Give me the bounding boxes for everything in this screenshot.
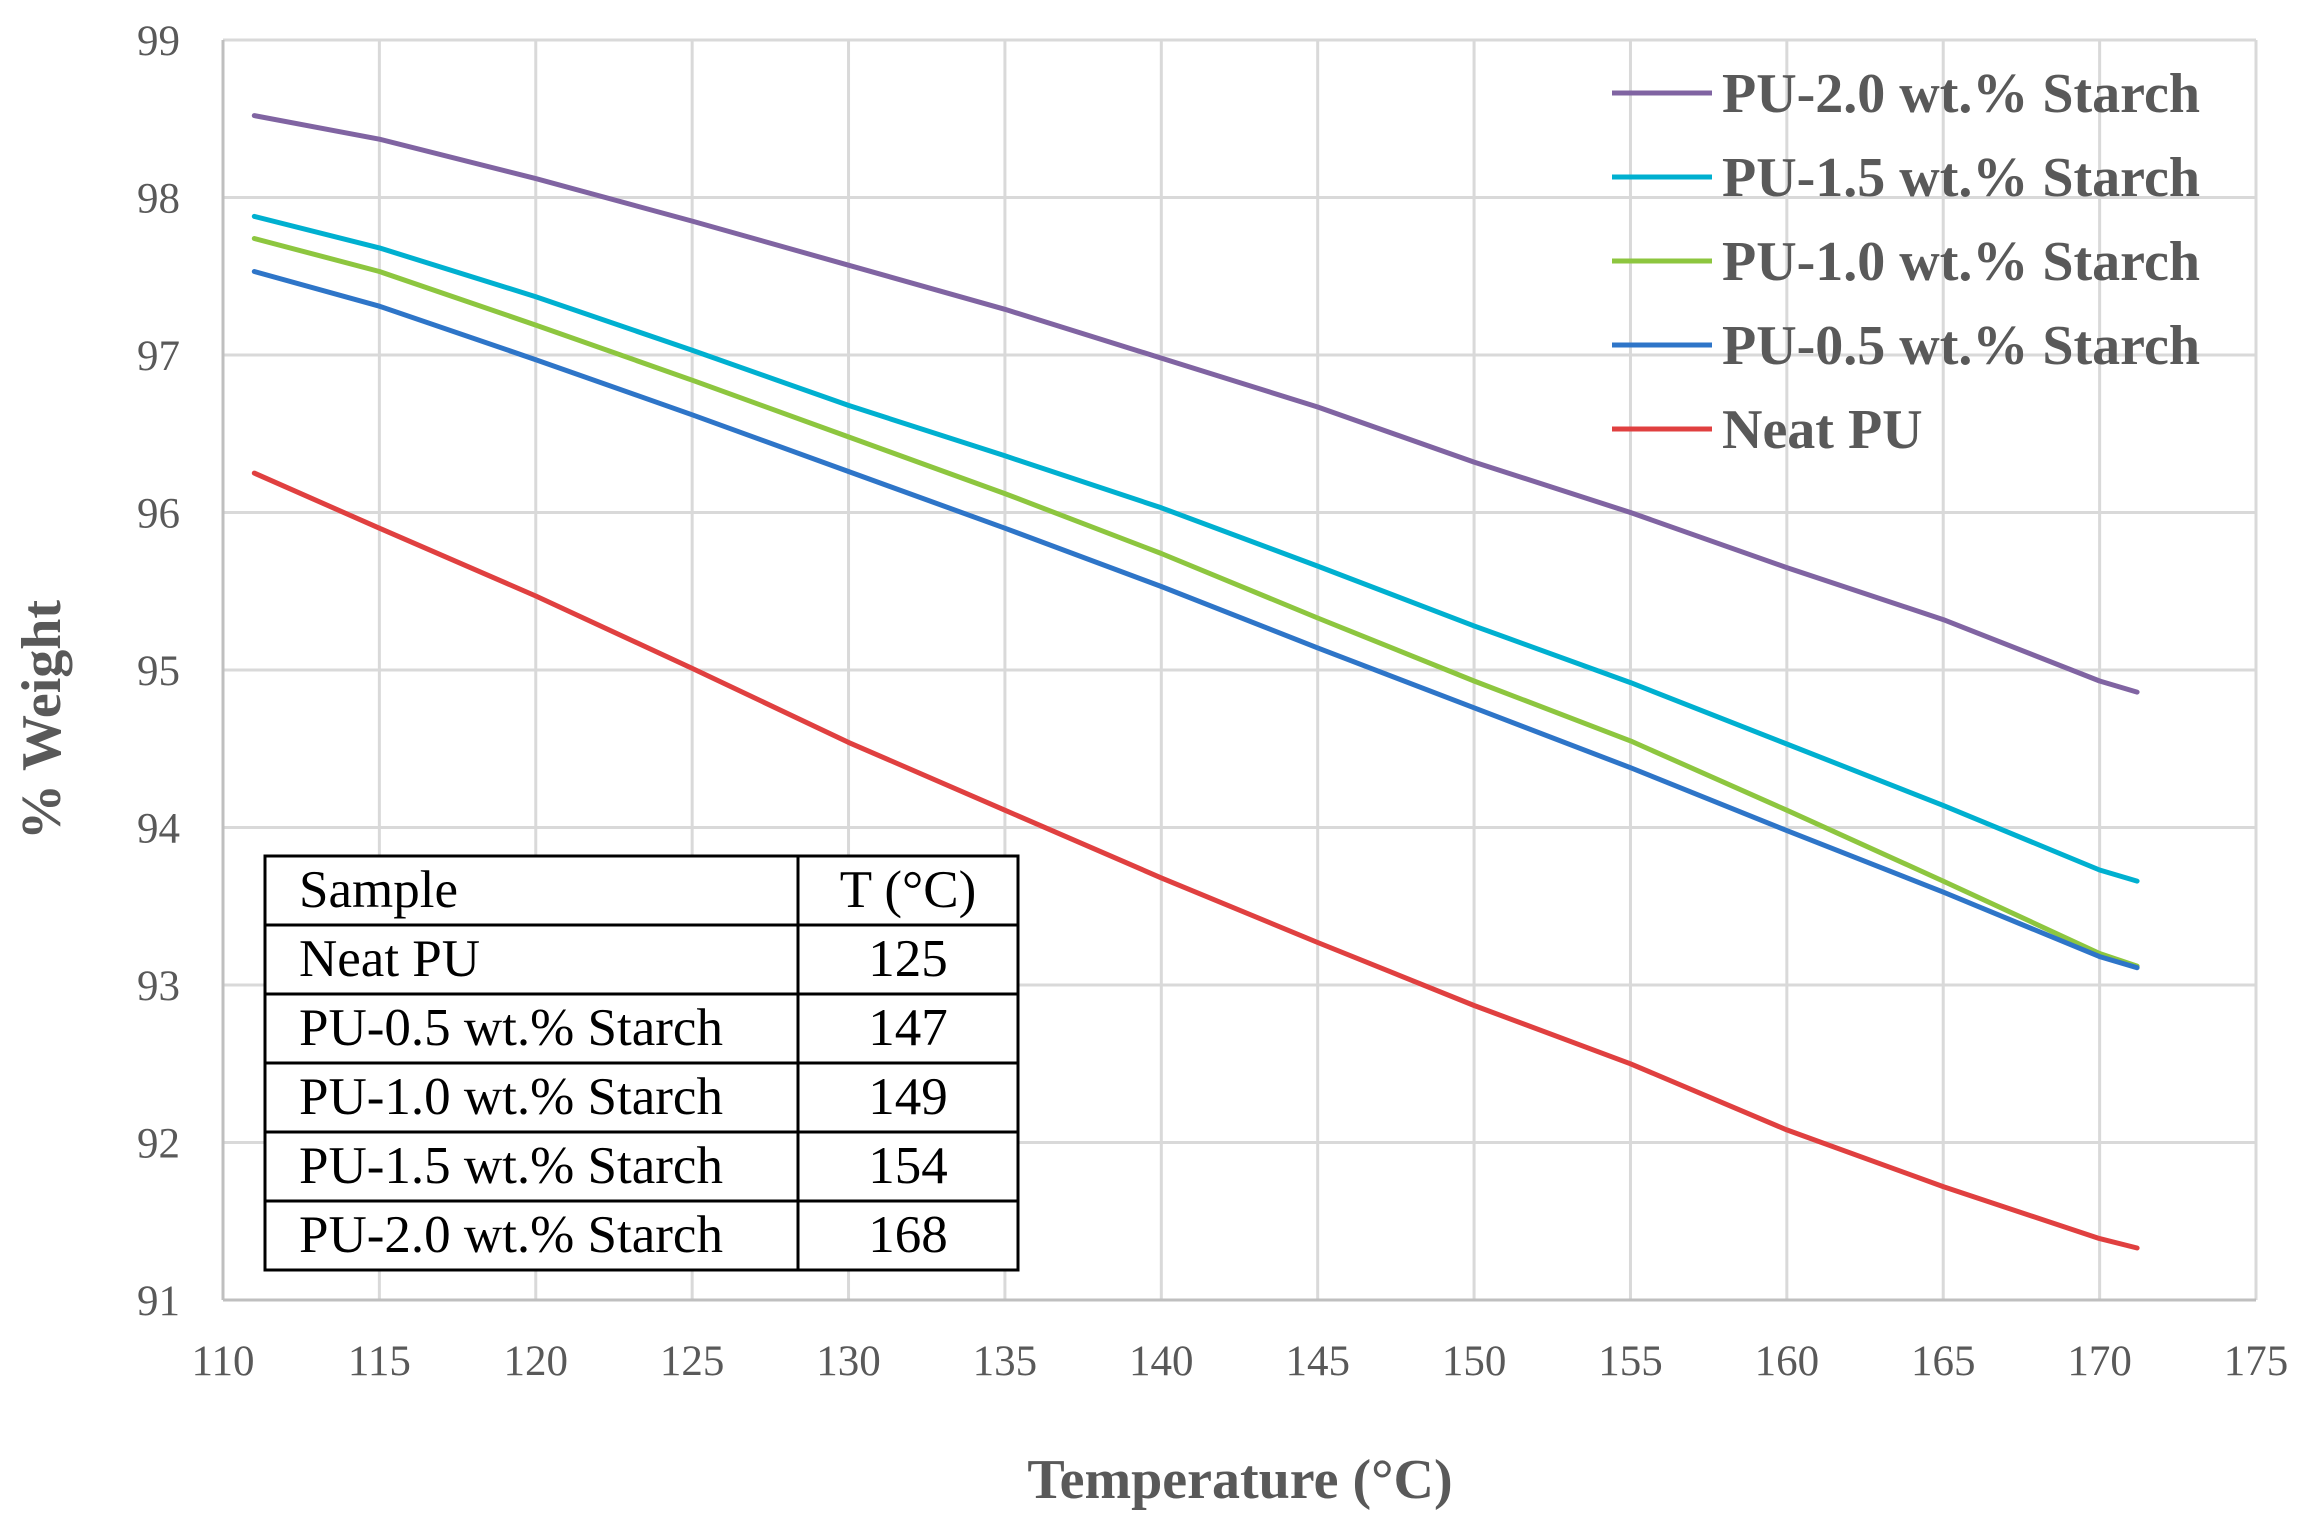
x-axis-title: Temperature (°C): [1027, 1449, 1452, 1511]
axes: [221, 40, 2256, 1302]
x-tick-label: 155: [1598, 1338, 1663, 1385]
table-cell: 147: [868, 999, 948, 1057]
x-tick-labels: 110 115 120 125 130 135 140 145 150 155 160 165 170 1…: [192, 1338, 2289, 1385]
x-tick-label: 140: [1129, 1338, 1194, 1385]
series-line-2: [251, 236, 2140, 969]
table-cell: PU-2.0 wt.% Starch: [299, 1206, 723, 1264]
y-tick-labels: 91 92 93 94 95 96 97 98 99: [137, 18, 180, 1325]
x-tick-label: 130: [816, 1338, 881, 1385]
y-tick-label: 97: [137, 333, 180, 380]
gridlines: [223, 38, 2258, 1300]
x-tick-label: 145: [1285, 1338, 1350, 1385]
table-cell: 149: [868, 1068, 948, 1126]
x-tick-label: 150: [1442, 1338, 1507, 1385]
x-tick-label: 160: [1755, 1338, 1820, 1385]
series-line-3: [251, 269, 2140, 971]
y-axis-title: % Weight: [11, 600, 73, 840]
x-tick-label: 120: [504, 1338, 569, 1385]
table-cell: PU-1.5 wt.% Starch: [299, 1137, 723, 1195]
y-tick-label: 94: [137, 806, 180, 853]
legend-label: PU-0.5 wt.% Starch: [1722, 315, 2200, 377]
series-line-4: [251, 470, 2140, 1251]
y-tick-label: 95: [137, 648, 180, 695]
table-header-cell: Sample: [299, 861, 458, 919]
table-cell: 125: [868, 930, 948, 988]
legend-label: PU-1.5 wt.% Starch: [1722, 147, 2200, 209]
table-cell: Neat PU: [299, 930, 480, 988]
y-tick-label: 99: [137, 18, 180, 65]
y-tick-label: 98: [137, 176, 180, 223]
x-tick-label: 165: [1911, 1338, 1976, 1385]
table-header-cell: T (°C): [840, 861, 977, 919]
y-tick-label: 92: [137, 1121, 180, 1168]
y-tick-label: 93: [137, 963, 180, 1010]
x-tick-label: 110: [192, 1338, 255, 1385]
table-cell: PU-0.5 wt.% Starch: [299, 999, 723, 1057]
y-tick-label: 91: [137, 1278, 180, 1325]
series-line-1: [251, 213, 2140, 884]
x-tick-label: 170: [2067, 1338, 2132, 1385]
x-tick-label: 175: [2224, 1338, 2289, 1385]
series-line-0: [251, 113, 2140, 695]
legend: PU-2.0 wt.% Starch PU-1.5 wt.% Starch PU-1…: [1612, 63, 2200, 461]
inset-table: Sample T (°C) Neat PU 125 PU-0.5 wt.% Starch…: [263, 854, 1020, 1272]
legend-label: PU-1.0 wt.% Starch: [1722, 231, 2200, 293]
x-tick-label: 135: [973, 1338, 1038, 1385]
legend-label: PU-2.0 wt.% Starch: [1722, 63, 2200, 125]
x-tick-label: 125: [660, 1338, 725, 1385]
table-cell: 154: [868, 1137, 948, 1195]
x-tick-label: 115: [348, 1338, 411, 1385]
table-cell: PU-1.0 wt.% Starch: [299, 1068, 723, 1126]
legend-label: Neat PU: [1722, 399, 1923, 461]
series-lines: [251, 113, 2140, 1251]
y-tick-label: 96: [137, 491, 180, 538]
table-cell: 168: [868, 1206, 948, 1264]
